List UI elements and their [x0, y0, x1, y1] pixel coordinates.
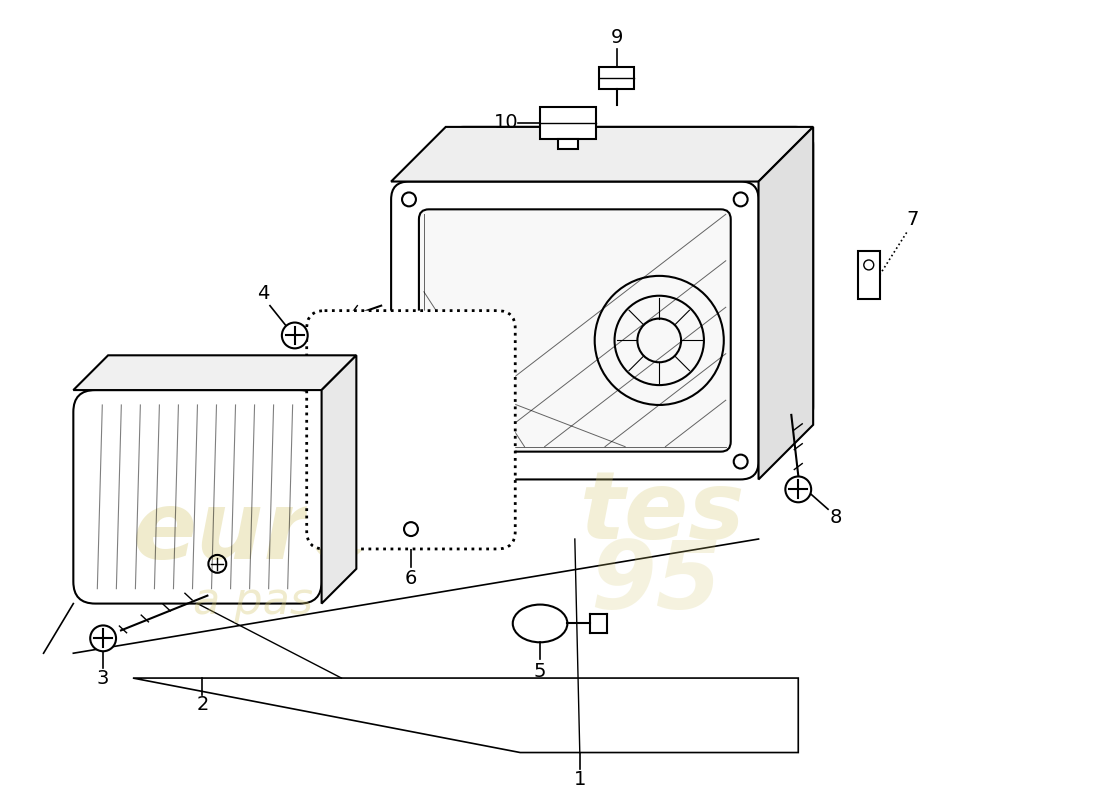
Text: a pas: a pas [192, 579, 312, 622]
Polygon shape [392, 127, 813, 182]
FancyBboxPatch shape [392, 182, 759, 479]
Bar [598, 67, 635, 89]
FancyBboxPatch shape [74, 390, 321, 603]
Text: 3: 3 [97, 669, 109, 687]
Text: 1: 1 [573, 770, 586, 789]
Text: 2: 2 [196, 695, 209, 714]
Text: 5: 5 [534, 662, 547, 681]
Text: 95: 95 [590, 537, 722, 629]
FancyBboxPatch shape [307, 310, 515, 549]
FancyBboxPatch shape [446, 127, 813, 425]
Polygon shape [74, 355, 356, 390]
Text: 8: 8 [829, 508, 843, 526]
Circle shape [282, 322, 308, 348]
Text: 9: 9 [610, 28, 623, 47]
Polygon shape [321, 355, 356, 603]
Text: 6: 6 [405, 570, 417, 588]
Bar [558, 139, 578, 149]
Text: 10: 10 [494, 114, 518, 133]
Bar [540, 107, 596, 139]
Bar [858, 251, 880, 298]
FancyBboxPatch shape [419, 210, 730, 452]
Text: tes: tes [580, 467, 746, 559]
Circle shape [90, 626, 116, 651]
Circle shape [785, 477, 811, 502]
Text: 4: 4 [256, 284, 270, 303]
Text: euro: euro [133, 487, 376, 579]
Text: 7: 7 [906, 210, 918, 229]
Polygon shape [759, 127, 813, 479]
